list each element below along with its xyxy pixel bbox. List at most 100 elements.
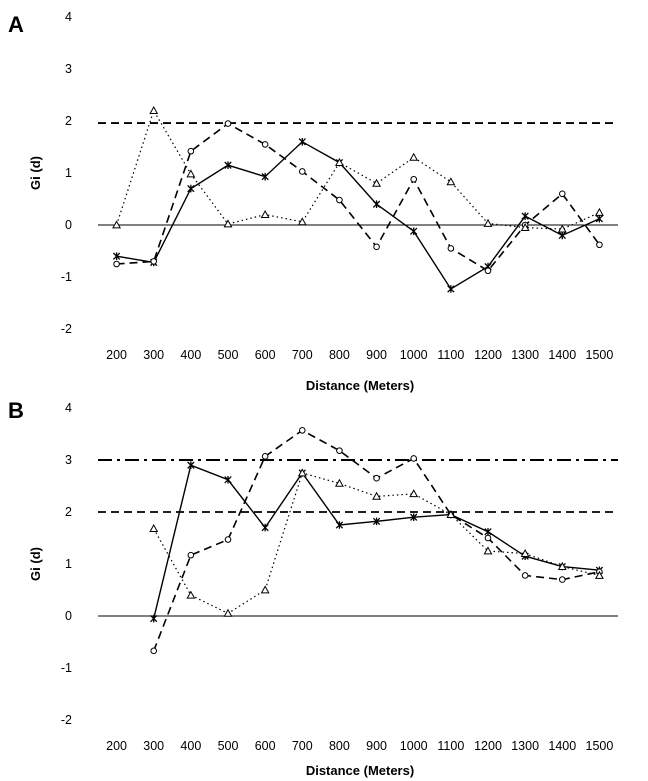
chart-panel-b: -2 -1 0 1 2 3 4 200 300 400 500 600 700 800 900 1000 110… bbox=[28, 401, 618, 778]
x-tick-label: 400 bbox=[180, 739, 201, 753]
x-tick-label: 700 bbox=[292, 739, 313, 753]
data-point-triangle bbox=[557, 561, 567, 570]
data-point-asterisk bbox=[224, 475, 232, 484]
y-tick-label: 4 bbox=[65, 10, 72, 24]
y-tick-label: 3 bbox=[65, 453, 72, 467]
data-point-asterisk bbox=[372, 517, 381, 526]
x-tick-label: 900 bbox=[366, 348, 387, 362]
data-point-triangle bbox=[297, 468, 307, 477]
y-tick-label: -2 bbox=[61, 713, 72, 727]
series-line bbox=[116, 140, 600, 290]
data-point-asterisk bbox=[335, 521, 344, 529]
y-tick-label: 1 bbox=[65, 557, 72, 571]
y-tick-label: 0 bbox=[65, 218, 72, 232]
data-point-triangle bbox=[594, 207, 604, 216]
x-axis-title: Distance (Meters) bbox=[306, 763, 414, 778]
x-tick-label: 1000 bbox=[400, 348, 428, 362]
data-point-triangle bbox=[186, 169, 196, 178]
data-point-triangle bbox=[334, 157, 344, 166]
data-point-triangle bbox=[260, 209, 270, 218]
y-tick-label: -1 bbox=[61, 270, 72, 284]
data-point-circle bbox=[298, 168, 306, 175]
x-tick-label: 800 bbox=[329, 348, 350, 362]
x-tick-label: 200 bbox=[106, 739, 127, 753]
series-circle bbox=[113, 120, 603, 275]
data-point-triangle bbox=[594, 570, 604, 579]
x-tick-label: 1200 bbox=[474, 739, 502, 753]
x-tick-label: 600 bbox=[255, 739, 276, 753]
data-point-asterisk bbox=[261, 523, 269, 532]
data-point-asterisk bbox=[372, 200, 381, 208]
x-tick-label: 800 bbox=[329, 739, 350, 753]
data-point-triangle bbox=[149, 105, 159, 114]
data-point-triangle bbox=[334, 478, 344, 487]
data-point-circle bbox=[596, 241, 603, 249]
x-tick-label: 300 bbox=[143, 739, 164, 753]
data-point-circle bbox=[484, 267, 492, 275]
y-tick-label: 3 bbox=[65, 62, 72, 76]
x-tick-label: 1400 bbox=[548, 348, 576, 362]
panel-a-label: A bbox=[8, 12, 24, 37]
x-tick-label: 1100 bbox=[437, 348, 464, 362]
chart-panel-a: -2 -1 0 1 2 3 4 200 300 400 500 600 700 800 900 1000 110… bbox=[28, 10, 618, 393]
data-point-circle bbox=[447, 245, 455, 252]
y-tick-label: 2 bbox=[65, 505, 72, 519]
x-axis-title: Distance (Meters) bbox=[306, 378, 414, 393]
data-point-triangle bbox=[483, 218, 493, 227]
data-point-circle bbox=[373, 474, 380, 482]
x-tick-label: 1300 bbox=[511, 348, 539, 362]
data-point-circle bbox=[113, 260, 120, 268]
series-line bbox=[116, 109, 600, 230]
data-point-triangle bbox=[446, 509, 456, 518]
x-tick-label: 1200 bbox=[474, 348, 502, 362]
data-point-asterisk bbox=[558, 231, 566, 240]
y-tick-label: -2 bbox=[61, 322, 72, 336]
series-line bbox=[152, 429, 600, 652]
data-point-asterisk bbox=[484, 527, 492, 536]
data-point-triangle bbox=[520, 222, 530, 231]
data-point-circle bbox=[224, 120, 232, 127]
x-tick-label: 1000 bbox=[400, 739, 428, 753]
data-point-triangle bbox=[223, 219, 233, 228]
x-tick-label: 1500 bbox=[586, 348, 614, 362]
data-point-triangle bbox=[149, 524, 159, 533]
data-point-triangle bbox=[297, 217, 307, 226]
data-point-circle bbox=[521, 572, 529, 579]
data-point-triangle bbox=[260, 585, 270, 594]
data-point-triangle bbox=[112, 220, 122, 229]
x-tick-label: 500 bbox=[218, 348, 239, 362]
y-tick-label: 2 bbox=[65, 114, 72, 128]
data-point-triangle bbox=[372, 178, 382, 187]
data-point-triangle bbox=[557, 224, 567, 233]
data-point-circle bbox=[336, 447, 343, 454]
data-point-triangle bbox=[372, 491, 382, 500]
data-point-asterisk bbox=[187, 184, 195, 193]
data-point-circle bbox=[558, 190, 566, 198]
data-point-triangle bbox=[186, 590, 196, 599]
series-asterisk bbox=[150, 461, 604, 623]
data-point-asterisk bbox=[521, 212, 529, 220]
y-tick-label: 0 bbox=[65, 609, 72, 623]
y-axis-title: Gi (d) bbox=[28, 547, 43, 581]
x-tick-label: 700 bbox=[292, 348, 313, 362]
data-point-circle bbox=[410, 455, 418, 462]
series-triangle bbox=[112, 105, 604, 233]
series-circle bbox=[150, 427, 603, 655]
data-point-asterisk bbox=[410, 227, 418, 236]
data-point-circle bbox=[373, 243, 380, 251]
x-tick-label: 1100 bbox=[437, 739, 464, 753]
x-tick-label: 200 bbox=[106, 348, 127, 362]
data-point-circle bbox=[261, 141, 269, 148]
x-tick-label: 1300 bbox=[511, 739, 539, 753]
y-tick-label: 4 bbox=[65, 401, 72, 415]
data-point-triangle bbox=[483, 546, 493, 555]
data-point-circle bbox=[336, 196, 343, 204]
y-tick-label: -1 bbox=[61, 661, 72, 675]
data-point-asterisk bbox=[150, 614, 158, 623]
y-axis-title: Gi (d) bbox=[28, 156, 43, 190]
data-point-circle bbox=[224, 536, 232, 543]
data-point-circle bbox=[187, 147, 195, 155]
data-point-circle bbox=[150, 647, 158, 655]
data-point-asterisk bbox=[112, 252, 121, 260]
